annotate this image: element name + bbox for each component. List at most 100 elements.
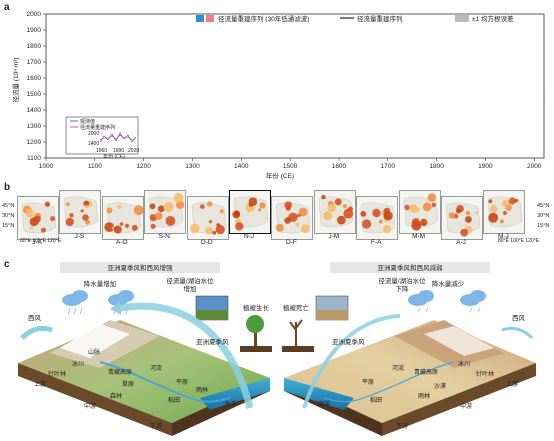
x-tick-label: 1300 bbox=[185, 163, 200, 170]
legend-label-rmse: ±1 均方根误差 bbox=[472, 14, 514, 23]
x-tick-label: 1200 bbox=[136, 163, 151, 170]
season-map-label: J-S bbox=[74, 233, 85, 240]
x-tick-label: 2000 bbox=[527, 163, 542, 170]
legend-swatch-positive bbox=[196, 15, 204, 22]
label-desert-r: 沙漠 bbox=[434, 382, 446, 390]
season-map-label: M-J bbox=[497, 233, 509, 240]
season-map-label: D-F bbox=[285, 239, 297, 246]
legend-label-series: 径流量重建序列 bbox=[357, 14, 403, 23]
label-mountain-l: 山脉 bbox=[88, 348, 100, 356]
x-tick-label: 1100 bbox=[88, 163, 102, 170]
panel-label-b: b bbox=[4, 182, 11, 193]
right-monsoon-label: 亚洲夏季风 bbox=[332, 337, 365, 346]
season-map-label: O-D bbox=[200, 239, 213, 246]
panel-label-a: a bbox=[4, 2, 10, 13]
season-map-label: N-J bbox=[243, 233, 255, 240]
right-title: 亚洲夏季风和西风减弱 bbox=[378, 263, 443, 272]
left-runoff-trend: 增加 bbox=[184, 284, 197, 293]
label-middle-r: 中游 bbox=[460, 402, 472, 410]
westerly-arrow-left bbox=[20, 325, 53, 340]
season-map-s-n bbox=[144, 190, 187, 234]
season-map-a-o bbox=[101, 196, 144, 240]
lat-30-right: 30°N bbox=[537, 213, 550, 219]
label-conifer-l: 针叶林 bbox=[48, 370, 66, 378]
x-tick-label: 1400 bbox=[234, 163, 249, 170]
label-lower-l: 下游 bbox=[150, 422, 162, 430]
monsoon-arrow-left bbox=[119, 302, 254, 409]
season-map-n-j bbox=[229, 190, 271, 234]
season-map-m-m bbox=[398, 190, 441, 234]
y-tick-label: 1600 bbox=[27, 75, 42, 82]
label-glacier-l: 冰川 bbox=[72, 360, 84, 368]
lon-labels-right: 80°E 100°E 120°E bbox=[498, 238, 540, 244]
right-terrain-labels: 冰川 针叶林 青藏高原 上游 中游 下游 河流 平原 雨林 稻田 海洋 沙漠 bbox=[318, 360, 518, 430]
left-runoff-label: 径流量/湖泊水位 bbox=[166, 276, 214, 285]
seasonal-map-strip: J-A J-S A-O S-N O-D N-J D-F J-M F-A M-M A-J M-J bbox=[0, 186, 554, 254]
label-rainforest-r: 雨林 bbox=[418, 392, 430, 400]
inset-xtick-1960: 1960 bbox=[96, 148, 107, 154]
y-tick-label: 1100 bbox=[27, 155, 41, 162]
season-map-label: F-A bbox=[370, 239, 382, 246]
left-terrain-block bbox=[18, 320, 270, 436]
left-header-bar bbox=[60, 262, 220, 273]
chart-legend: 径流量重建序列 (30年低通滤波) 径流量重建序列 ±1 均方根误差 bbox=[196, 14, 514, 23]
right-runoff-label: 径流量/湖泊水位 bbox=[378, 276, 426, 285]
y-tick-label: 1400 bbox=[27, 107, 42, 114]
legend-swatch-rmse bbox=[455, 15, 469, 22]
x-tick-label: 1700 bbox=[381, 163, 396, 170]
climate-diagram: 亚洲夏季风和西风增强 亚洲夏季风和西风减弱 降水量增加 径流量/湖泊水位 增加 … bbox=[18, 262, 536, 436]
cloud-icon bbox=[62, 290, 486, 306]
x-tick-label: 1800 bbox=[429, 163, 444, 170]
veg-growth-label: 植被生长 bbox=[243, 303, 270, 312]
lat-45-left: 45°N bbox=[2, 203, 15, 209]
lat-15-right: 15°N bbox=[537, 223, 550, 229]
label-paddy-l: 稻田 bbox=[168, 396, 180, 404]
season-map-j-s bbox=[59, 190, 102, 234]
lat-labels-right: 45°N 30°N 15°N bbox=[537, 201, 549, 231]
veg-death-label: 植被死亡 bbox=[283, 303, 310, 312]
legend-swatch-negative bbox=[206, 15, 214, 22]
panel-label-c: c bbox=[4, 259, 10, 270]
label-conifer-r: 针叶林 bbox=[476, 370, 494, 378]
label-forest-l: 森林 bbox=[110, 392, 122, 400]
label-lower-r: 下游 bbox=[396, 422, 408, 430]
label-upper-l: 上游 bbox=[34, 380, 46, 388]
season-map-label: J-M bbox=[328, 233, 340, 240]
season-map-label: M-M bbox=[412, 233, 426, 240]
y-tick-label: 1200 bbox=[27, 139, 42, 146]
season-map-label: A-O bbox=[116, 239, 128, 246]
lat-labels-left: 45°N 30°N 15°N bbox=[2, 201, 14, 231]
tree-alive-icon bbox=[240, 315, 272, 352]
label-ocean-r: 海洋 bbox=[318, 400, 330, 408]
left-monsoon-label: 亚洲夏季风 bbox=[196, 337, 229, 346]
right-header-bar bbox=[330, 262, 490, 273]
inset-xlabel: 年份 (CE) bbox=[103, 153, 125, 160]
monsoon-arrowhead-left bbox=[110, 302, 121, 315]
x-axis-label: 年份 (CE) bbox=[266, 171, 294, 180]
left-precip-label: 降水量增加 bbox=[84, 279, 117, 288]
label-river-r: 河流 bbox=[392, 364, 404, 372]
y-axis-label: 径流量 (10⁸ m³) bbox=[11, 58, 20, 103]
y-tick-label: 1500 bbox=[27, 91, 42, 98]
inset-ytick-1400: 1400 bbox=[88, 141, 99, 147]
label-plateau-r: 青藏高原 bbox=[414, 368, 438, 376]
y-tick-label: 1300 bbox=[27, 123, 42, 130]
season-map-label: J-A bbox=[32, 239, 42, 246]
label-plateau-l: 青藏高原 bbox=[108, 368, 132, 376]
x-tick-label: 1500 bbox=[283, 163, 298, 170]
lat-15-left: 15°N bbox=[2, 223, 15, 229]
season-map-label: A-J bbox=[456, 239, 466, 246]
x-tick-label: 1900 bbox=[478, 163, 493, 170]
season-map-j-a bbox=[17, 196, 59, 240]
x-tick-label: 1000 bbox=[39, 163, 54, 170]
lon-labels-left: 80°E 100°E 120°E bbox=[20, 238, 62, 244]
season-map-a-j bbox=[441, 196, 483, 240]
left-title: 亚洲夏季风和西风增强 bbox=[108, 263, 174, 272]
label-plain-r: 平原 bbox=[362, 379, 374, 386]
inset-ytick-2000: 2000 bbox=[88, 131, 99, 137]
inset-xtick-1990: 1990 bbox=[113, 148, 124, 154]
label-glacier-r: 冰川 bbox=[458, 360, 470, 368]
lat-45-right: 45°N bbox=[537, 203, 550, 209]
monsoon-arrow-right bbox=[302, 314, 401, 409]
tree-dead-icon bbox=[282, 319, 314, 352]
